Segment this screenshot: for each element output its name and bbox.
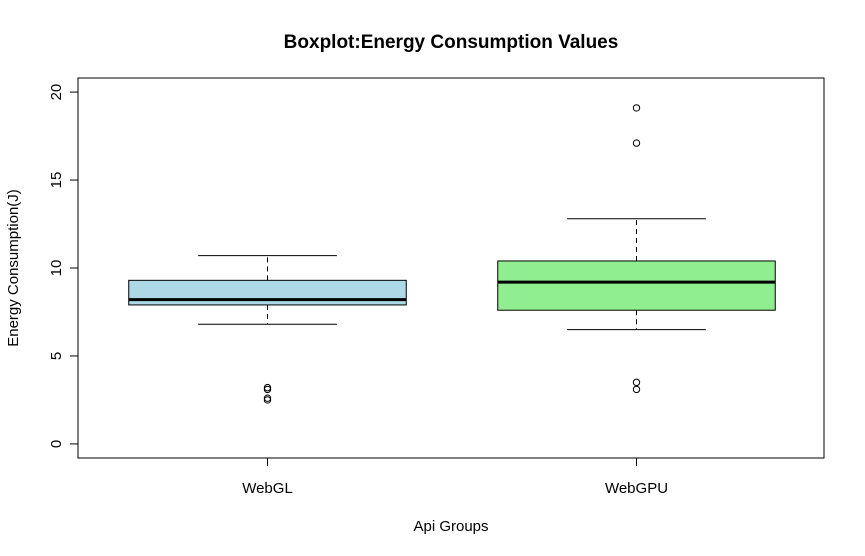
y-tick-label: 15: [48, 172, 65, 189]
y-tick-label: 10: [48, 260, 65, 277]
y-axis-label: Energy Consumption(J): [5, 189, 22, 347]
y-tick-label: 5: [48, 352, 65, 360]
boxes-layer: [128, 104, 776, 404]
y-tick-label: 20: [48, 84, 65, 101]
iqr-box: [128, 279, 407, 306]
outlier-point: [632, 104, 641, 112]
outlier-point: [632, 385, 641, 394]
x-axis-label: Api Groups: [413, 518, 488, 535]
x-tick-label: WebGPU: [605, 480, 668, 497]
box-webgpu: [497, 104, 776, 394]
outlier-point: [263, 385, 272, 394]
outlier-point: [632, 378, 641, 387]
x-tick-label: WebGL: [242, 480, 293, 497]
outlier-point: [263, 396, 272, 404]
box-webgl: [128, 255, 407, 404]
x-axis: WebGL WebGPU: [242, 458, 668, 497]
outlier-point: [632, 139, 641, 147]
y-tick-label: 0: [48, 440, 65, 448]
iqr-box: [497, 260, 776, 311]
chart-title: Boxplot:Energy Consumption Values: [284, 32, 619, 53]
y-axis: 0 5 10 15 20: [48, 84, 78, 448]
